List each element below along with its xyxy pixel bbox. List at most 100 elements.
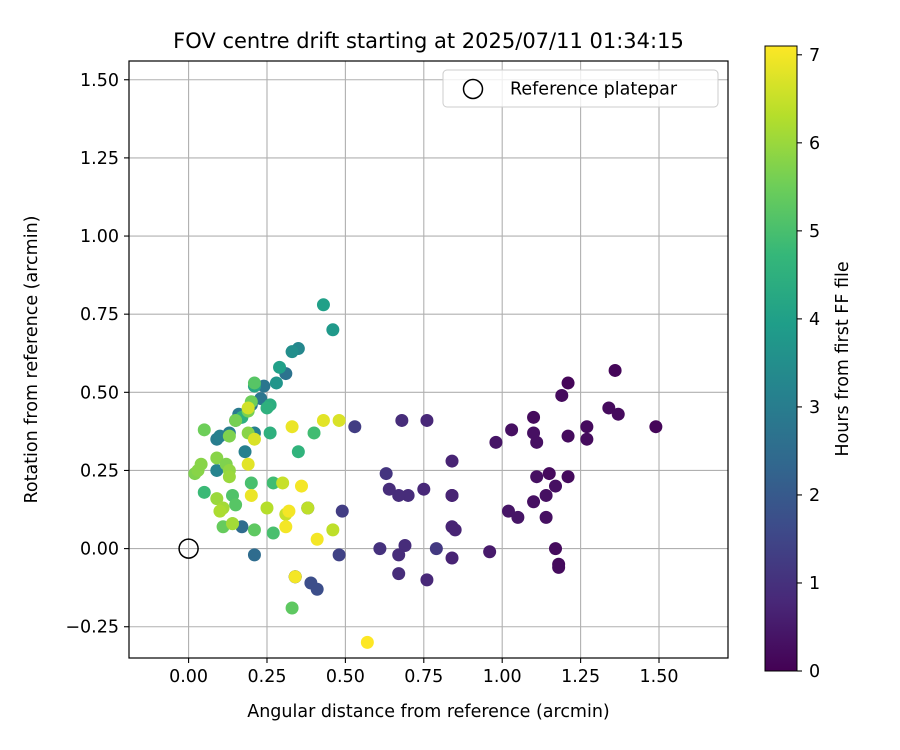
data-point	[260, 501, 274, 515]
data-point	[244, 476, 258, 490]
data-point	[555, 388, 569, 402]
data-point	[501, 504, 515, 518]
data-point	[539, 488, 553, 502]
legend: Reference platepar	[442, 69, 719, 108]
data-point	[489, 435, 503, 449]
data-point	[247, 523, 261, 537]
data-point	[285, 345, 299, 359]
data-point	[213, 429, 227, 443]
x-tick-label: 0.00	[169, 667, 208, 687]
data-point	[382, 482, 396, 496]
data-point	[348, 420, 362, 434]
data-point	[247, 376, 261, 390]
data-point	[552, 560, 566, 574]
y-tick-label: 1.25	[80, 149, 119, 169]
data-point	[420, 413, 434, 427]
data-point	[266, 476, 280, 490]
data-point	[611, 407, 625, 421]
x-tick-label: 0.75	[404, 667, 443, 687]
colorbar-tick-label: 3	[809, 398, 820, 418]
y-tick-label: 0.00	[80, 540, 119, 560]
data-point	[561, 376, 575, 390]
data-point	[291, 445, 305, 459]
data-point	[197, 485, 211, 499]
data-point	[332, 413, 346, 427]
data-point	[225, 517, 239, 531]
data-point	[483, 545, 497, 559]
colorbar-ticks: 0 1 2 3 4 5 6 7	[797, 46, 820, 682]
y-tick-label: −0.25	[65, 618, 119, 638]
reference-platepar-marker	[178, 538, 199, 559]
data-point	[332, 548, 346, 562]
data-point	[527, 495, 541, 509]
data-point	[279, 520, 293, 534]
data-point	[269, 376, 283, 390]
colorbar-tick-label: 1	[809, 574, 820, 594]
x-tick-label: 0.50	[326, 667, 365, 687]
legend-marker-circle	[462, 78, 484, 100]
plot-frame	[128, 60, 729, 659]
data-point	[285, 420, 299, 434]
data-point	[241, 457, 255, 471]
colorbar-tick-label: 4	[809, 310, 820, 330]
data-point	[549, 479, 563, 493]
data-point	[288, 570, 302, 584]
data-point	[229, 498, 243, 512]
data-point	[276, 476, 290, 490]
data-point	[222, 470, 236, 484]
data-point	[247, 548, 261, 562]
data-point	[445, 551, 459, 565]
data-point	[398, 538, 412, 552]
legend-label: Reference platepar	[510, 80, 678, 100]
data-point	[241, 401, 255, 415]
data-point	[395, 413, 409, 427]
x-axis-ticks: 0.00 0.25 0.50 0.75 1.00 1.25 1.50	[169, 658, 678, 687]
data-point	[561, 470, 575, 484]
colorbar-tick-label: 5	[809, 222, 820, 242]
data-point	[210, 492, 224, 506]
plot-background	[129, 61, 728, 658]
data-point	[608, 363, 622, 377]
data-point	[222, 429, 236, 443]
data-point	[420, 573, 434, 587]
y-axis-label: Rotation from reference (arcmin)	[22, 216, 42, 504]
data-point	[401, 488, 415, 502]
data-point	[392, 548, 406, 562]
data-point	[505, 423, 519, 437]
colorbar-label: Hours from first FF file	[833, 261, 853, 456]
data-point	[210, 451, 224, 465]
y-tick-label: 0.25	[80, 461, 119, 481]
data-point	[448, 523, 462, 537]
reference-marker-layer	[178, 538, 199, 559]
data-point	[580, 432, 594, 446]
data-point	[335, 504, 349, 518]
data-point	[539, 510, 553, 524]
x-axis-label: Angular distance from reference (arcmin)	[247, 702, 610, 722]
data-point	[273, 360, 287, 374]
data-point	[602, 401, 616, 415]
data-point	[229, 413, 243, 427]
data-point	[301, 501, 315, 515]
colorbar-tick-label: 2	[809, 486, 820, 506]
data-point	[263, 426, 277, 440]
colorbar-fill	[765, 46, 797, 671]
colorbar: 0 1 2 3 4 5 6 7 Hours from first FF file	[764, 45, 853, 682]
data-point	[445, 488, 459, 502]
data-point	[530, 470, 544, 484]
colorbar-tick-label: 7	[809, 46, 820, 66]
data-point	[247, 432, 261, 446]
data-point	[310, 532, 324, 546]
y-tick-label: 0.75	[80, 305, 119, 325]
data-point	[213, 504, 227, 518]
data-point	[310, 582, 324, 596]
data-point	[307, 426, 321, 440]
data-point	[379, 467, 393, 481]
data-point	[580, 420, 594, 434]
data-point	[392, 567, 406, 581]
data-point	[285, 601, 299, 615]
data-point	[282, 504, 296, 518]
colorbar-tick-label: 6	[809, 134, 820, 154]
data-point	[527, 410, 541, 424]
data-point	[244, 488, 258, 502]
